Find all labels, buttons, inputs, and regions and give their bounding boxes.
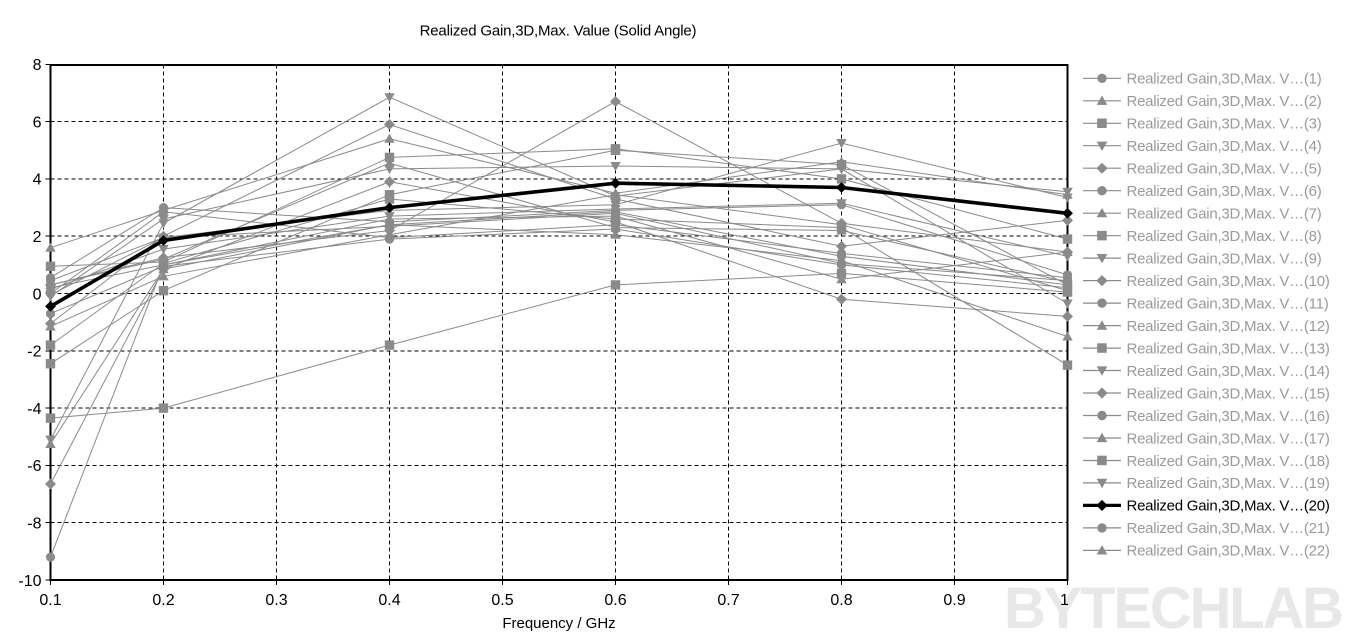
svg-text:0.7: 0.7	[717, 592, 739, 609]
svg-text:Realized Gain,3D,Max. Value (S: Realized Gain,3D,Max. Value (Solid Angle…	[420, 23, 697, 40]
svg-text:Realized Gain,3D,Max. V…(14): Realized Gain,3D,Max. V…(14)	[1127, 363, 1330, 380]
svg-text:Realized Gain,3D,Max. V…(17): Realized Gain,3D,Max. V…(17)	[1127, 430, 1330, 447]
svg-text:Realized Gain,3D,Max. V…(21): Realized Gain,3D,Max. V…(21)	[1127, 520, 1330, 537]
svg-text:1: 1	[1060, 592, 1069, 609]
svg-text:8: 8	[33, 57, 42, 74]
svg-text:0.1: 0.1	[39, 592, 61, 609]
svg-text:Frequency / GHz: Frequency / GHz	[502, 615, 615, 632]
svg-text:-2: -2	[27, 344, 41, 361]
svg-text:Realized Gain,3D,Max. V…(2): Realized Gain,3D,Max. V…(2)	[1127, 93, 1322, 110]
svg-text:Realized Gain,3D,Max. V…(12): Realized Gain,3D,Max. V…(12)	[1127, 318, 1330, 335]
svg-text:Realized Gain,3D,Max. V…(9): Realized Gain,3D,Max. V…(9)	[1127, 250, 1322, 267]
svg-text:Realized Gain,3D,Max. V…(11): Realized Gain,3D,Max. V…(11)	[1127, 295, 1329, 312]
svg-text:2: 2	[33, 229, 42, 246]
svg-text:Realized Gain,3D,Max. V…(16): Realized Gain,3D,Max. V…(16)	[1127, 408, 1330, 425]
svg-text:Realized Gain,3D,Max. V…(8): Realized Gain,3D,Max. V…(8)	[1127, 228, 1322, 245]
svg-text:0.2: 0.2	[152, 592, 174, 609]
svg-text:Realized Gain,3D,Max. V…(15): Realized Gain,3D,Max. V…(15)	[1127, 385, 1330, 402]
svg-text:0.5: 0.5	[491, 592, 513, 609]
svg-text:Realized Gain,3D,Max. V…(10): Realized Gain,3D,Max. V…(10)	[1127, 273, 1330, 290]
svg-text:Realized Gain,3D,Max. V…(5): Realized Gain,3D,Max. V…(5)	[1127, 161, 1322, 178]
svg-text:Realized Gain,3D,Max. V…(13): Realized Gain,3D,Max. V…(13)	[1127, 340, 1330, 357]
svg-text:0.3: 0.3	[265, 592, 287, 609]
svg-text:0.4: 0.4	[378, 592, 400, 609]
svg-text:0: 0	[33, 286, 42, 303]
svg-text:-4: -4	[27, 401, 41, 418]
svg-text:0.9: 0.9	[943, 592, 965, 609]
svg-text:0.8: 0.8	[830, 592, 852, 609]
svg-text:-8: -8	[27, 516, 41, 533]
svg-text:BYTECHLAB: BYTECHLAB	[1004, 576, 1342, 640]
svg-text:Realized Gain,3D,Max. V…(7): Realized Gain,3D,Max. V…(7)	[1127, 206, 1322, 223]
svg-text:Realized Gain,3D,Max. V…(4): Realized Gain,3D,Max. V…(4)	[1127, 138, 1322, 155]
svg-text:Realized Gain,3D,Max. V…(6): Realized Gain,3D,Max. V…(6)	[1127, 183, 1322, 200]
svg-text:0.6: 0.6	[604, 592, 626, 609]
svg-text:Realized Gain,3D,Max. V…(19): Realized Gain,3D,Max. V…(19)	[1127, 475, 1330, 492]
svg-text:-10: -10	[18, 573, 41, 590]
svg-text:Realized Gain,3D,Max. V…(18): Realized Gain,3D,Max. V…(18)	[1127, 453, 1330, 470]
svg-text:4: 4	[33, 172, 42, 189]
svg-text:Realized Gain,3D,Max. V…(22): Realized Gain,3D,Max. V…(22)	[1127, 543, 1330, 560]
svg-text:-6: -6	[27, 458, 41, 475]
svg-text:Realized Gain,3D,Max. V…(20): Realized Gain,3D,Max. V…(20)	[1127, 498, 1330, 515]
svg-text:6: 6	[33, 114, 42, 131]
svg-text:Realized Gain,3D,Max. V…(3): Realized Gain,3D,Max. V…(3)	[1127, 116, 1322, 133]
svg-text:Realized Gain,3D,Max. V…(1): Realized Gain,3D,Max. V…(1)	[1127, 71, 1322, 88]
